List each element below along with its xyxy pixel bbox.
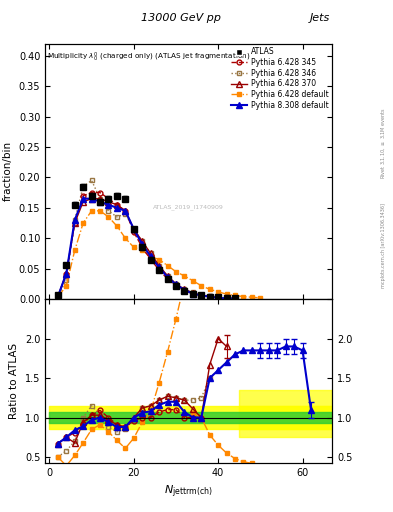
X-axis label: $N_{\mathrm{jettrm(ch)}}$: $N_{\mathrm{jettrm(ch)}}$ (164, 484, 213, 500)
Text: mcplots.cern.ch [arXiv:1306.3436]: mcplots.cern.ch [arXiv:1306.3436] (381, 203, 386, 288)
Text: 13000 GeV pp: 13000 GeV pp (141, 13, 221, 23)
Y-axis label: Ratio to ATLAS: Ratio to ATLAS (9, 343, 19, 419)
Text: Multiplicity $\lambda_0^0$ (charged only) (ATLAS jet fragmentation): Multiplicity $\lambda_0^0$ (charged only… (47, 51, 250, 65)
Legend: ATLAS, Pythia 6.428 345, Pythia 6.428 346, Pythia 6.428 370, Pythia 6.428 defaul: ATLAS, Pythia 6.428 345, Pythia 6.428 34… (229, 46, 330, 111)
Text: Rivet 3.1.10, $\geq$ 3.1M events: Rivet 3.1.10, $\geq$ 3.1M events (379, 108, 387, 179)
Y-axis label: fraction/bin: fraction/bin (3, 141, 13, 201)
Text: Jets: Jets (310, 13, 330, 23)
Text: ATLAS_2019_I1740909: ATLAS_2019_I1740909 (153, 204, 224, 210)
